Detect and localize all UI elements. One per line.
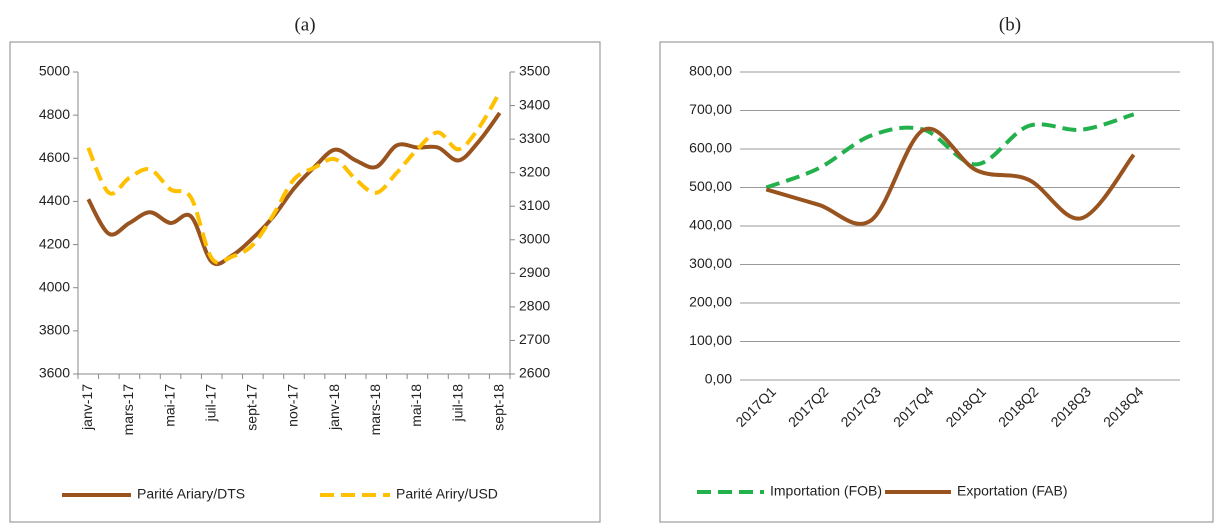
y2-tick-label: 2600 — [519, 365, 550, 381]
x-tick-label: 2017Q3 — [837, 383, 884, 430]
legend-label: Parité Ariry/USD — [396, 486, 498, 502]
series-line — [86, 111, 502, 267]
chart-title: (b) — [999, 14, 1021, 35]
y2-tick-label: 3200 — [519, 163, 550, 179]
x-tick-label: juil-18 — [449, 384, 465, 423]
y-tick-label: 600,00 — [689, 140, 732, 156]
y-tick-label: 4000 — [39, 278, 70, 294]
x-tick-label: nov-17 — [285, 384, 301, 427]
x-tick-label: sept-18 — [490, 384, 506, 431]
y-tick-label: 4200 — [39, 235, 70, 251]
x-tick-label: mars-17 — [120, 384, 136, 436]
y-tick-label: 300,00 — [689, 255, 732, 271]
series-line — [765, 126, 1136, 226]
legend-label: Parité Ariary/DTS — [137, 486, 245, 502]
panel-frame — [9, 41, 601, 523]
legend-label: Exportation (FAB) — [957, 483, 1068, 499]
y2-tick-label: 2700 — [519, 331, 550, 347]
y-tick-label: 4800 — [39, 106, 70, 122]
y-tick-label: 800,00 — [689, 63, 732, 79]
y2-tick-label: 2800 — [519, 298, 550, 314]
x-tick-label: juil-17 — [202, 384, 218, 423]
y-tick-label: 0,00 — [705, 371, 732, 387]
x-tick-label: 2017Q2 — [785, 383, 832, 430]
series-line — [765, 112, 1135, 190]
x-tick-label: sept-17 — [244, 384, 260, 431]
y-tick-label: 3600 — [39, 365, 70, 381]
y2-tick-label: 2900 — [519, 264, 550, 280]
chart-title: (a) — [294, 14, 315, 35]
x-tick-label: 2018Q4 — [1100, 383, 1147, 430]
x-tick-label: 2018Q1 — [942, 383, 989, 430]
y-tick-label: 5000 — [39, 63, 70, 79]
x-tick-label: mai-17 — [161, 384, 177, 427]
x-tick-label: 2018Q2 — [995, 383, 1042, 430]
x-tick-label: mai-18 — [408, 384, 424, 427]
panel-frame — [659, 41, 1214, 523]
x-tick-label: mars-18 — [367, 384, 383, 436]
y-tick-label: 200,00 — [689, 294, 732, 310]
x-tick-label: janv-17 — [79, 384, 95, 431]
x-tick-label: 2017Q1 — [732, 383, 779, 430]
y-tick-label: 500,00 — [689, 178, 732, 194]
legend-label: Importation (FOB) — [770, 483, 882, 499]
y2-tick-label: 3300 — [519, 130, 550, 146]
x-tick-label: 2018Q3 — [1047, 383, 1094, 430]
y-tick-label: 4600 — [39, 149, 70, 165]
y2-tick-label: 3400 — [519, 96, 550, 112]
y-tick-label: 100,00 — [689, 332, 732, 348]
y2-tick-label: 3100 — [519, 197, 550, 213]
y-tick-label: 400,00 — [689, 217, 732, 233]
y-tick-label: 4400 — [39, 192, 70, 208]
y2-tick-label: 3000 — [519, 230, 550, 246]
x-tick-label: janv-18 — [326, 384, 342, 431]
y2-tick-label: 3500 — [519, 63, 550, 79]
x-tick-label: 2017Q4 — [890, 383, 937, 430]
y-tick-label: 700,00 — [689, 101, 732, 117]
y-tick-label: 3800 — [39, 322, 70, 338]
series-line — [86, 91, 502, 265]
